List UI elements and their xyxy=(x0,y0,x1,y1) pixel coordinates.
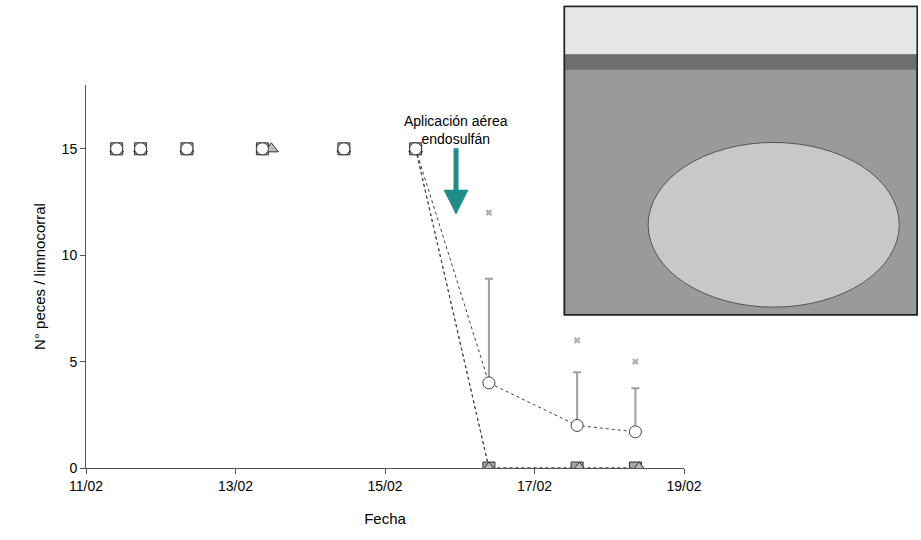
svg-text:10: 10 xyxy=(62,247,78,263)
svg-text:19/02: 19/02 xyxy=(666,478,701,494)
svg-text:15/02: 15/02 xyxy=(367,478,402,494)
svg-text:17/02: 17/02 xyxy=(517,478,552,494)
svg-text:5: 5 xyxy=(69,354,77,370)
svg-text:15: 15 xyxy=(62,141,78,157)
svg-text:Aplicación aéreaendosulfán: Aplicación aéreaendosulfán xyxy=(404,113,508,147)
svg-text:13/02: 13/02 xyxy=(218,478,253,494)
svg-text:0: 0 xyxy=(69,460,77,476)
svg-text:11/02: 11/02 xyxy=(69,478,103,494)
svg-text:N° peces / limnocorral: N° peces / limnocorral xyxy=(31,203,48,350)
svg-text:Fecha: Fecha xyxy=(364,510,406,527)
